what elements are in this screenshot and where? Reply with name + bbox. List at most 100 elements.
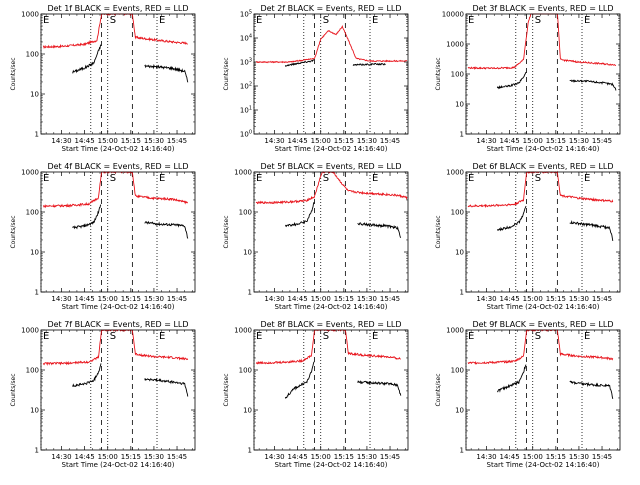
marker-label: S [323, 15, 329, 26]
events-series-line [569, 380, 614, 400]
lld-series-line [467, 13, 616, 70]
lld-series-line [255, 25, 408, 64]
x-tick-label: 14:30 [51, 453, 71, 461]
y-tick-label: 10 [30, 91, 39, 99]
x-tick-label: 15:45 [380, 453, 400, 461]
x-tick-label: 15:45 [592, 453, 612, 461]
x-tick-label: 14:30 [476, 453, 496, 461]
y-tick-label: 1 [460, 131, 464, 139]
x-tick-label: 15:45 [592, 295, 612, 303]
y-tick-label: 1000 [446, 327, 464, 335]
x-tick-label: 14:30 [264, 295, 284, 303]
x-tick-label: 15:30 [569, 137, 589, 145]
y-tick-label: 100 [451, 209, 464, 217]
events-series-line [284, 59, 315, 67]
marker-label: E [468, 331, 474, 342]
marker-label: E [43, 15, 49, 26]
y-tick-label: 1 [35, 131, 39, 139]
panel-title: Det 6f BLACK = Events, RED = LLD [472, 162, 613, 171]
y-tick-label: 1 [35, 289, 39, 297]
y-tick-label: 100 [26, 367, 39, 375]
x-tick-label: 15:15 [546, 295, 566, 303]
events-series-line [144, 377, 189, 397]
marker-label: E [584, 15, 590, 26]
events-series-line [284, 361, 315, 399]
marker-label: E [256, 15, 262, 26]
y-tick-label: 103 [240, 58, 252, 67]
panel-title: Det 1f BLACK = Events, RED = LLD [47, 4, 188, 13]
x-tick-label: 14:45 [500, 453, 520, 461]
x-tick-label: 15:00 [98, 453, 118, 461]
y-tick-label: 100 [239, 209, 252, 217]
x-tick-label: 14:30 [476, 295, 496, 303]
marker-label: E [256, 173, 262, 184]
marker-label: S [323, 173, 329, 184]
marker-label: S [535, 173, 541, 184]
y-tick-label: 100 [26, 209, 39, 217]
x-axis-label: Start Time (24-Oct-02 14:16:40) [275, 303, 388, 311]
x-tick-label: 14:45 [500, 295, 520, 303]
x-tick-label: 14:30 [264, 453, 284, 461]
x-tick-label: 14:30 [264, 137, 284, 145]
x-tick-label: 15:30 [144, 453, 164, 461]
y-axis-label: Counts/sec [435, 57, 442, 90]
panel-8: Det 8f BLACK = Events, RED = LLD E S E 1 10 10… [223, 320, 409, 469]
y-tick-label: 10 [455, 407, 464, 415]
y-axis-label: Counts/sec [435, 215, 442, 248]
x-tick-label: 14:45 [288, 453, 308, 461]
y-tick-label: 10 [243, 249, 252, 257]
x-tick-label: 15:00 [98, 137, 118, 145]
marker-label: S [110, 173, 116, 184]
panel-7: Det 7f BLACK = Events, RED = LLD E S E 1 10 10… [10, 320, 196, 469]
y-tick-label: 10000 [442, 11, 464, 19]
y-axis-label: Counts/sec [10, 215, 17, 248]
x-tick-label: 15:00 [523, 453, 543, 461]
x-tick-label: 15:30 [357, 137, 377, 145]
x-tick-label: 15:45 [380, 137, 400, 145]
panel-4: Det 4f BLACK = Events, RED = LLD E S E 1 10 10… [10, 162, 196, 311]
plot-frame [253, 171, 409, 293]
lld-series-line [255, 329, 401, 365]
plot-frame [465, 171, 621, 293]
marker-label: E [43, 173, 49, 184]
y-tick-label: 1 [460, 447, 464, 455]
y-tick-label: 1 [460, 289, 464, 297]
x-tick-label: 15:15 [334, 295, 354, 303]
x-tick-label: 14:30 [51, 137, 71, 145]
marker-label: E [584, 331, 590, 342]
lld-series-line [255, 171, 408, 205]
x-tick-label: 15:30 [357, 453, 377, 461]
marker-label: S [323, 331, 329, 342]
y-tick-label: 1000 [234, 327, 252, 335]
x-tick-label: 15:00 [98, 295, 118, 303]
plot-frame [40, 13, 196, 135]
panel-3: Det 3f BLACK = Events, RED = LLD E S E 1 10 10… [435, 4, 621, 153]
marker-label: E [159, 331, 165, 342]
events-series-line [144, 63, 189, 83]
x-tick-label: 14:45 [288, 137, 308, 145]
y-tick-label: 100 [239, 367, 252, 375]
y-tick-label: 10 [243, 407, 252, 415]
panel-title: Det 9f BLACK = Events, RED = LLD [472, 320, 613, 329]
y-axis-label: Counts/sec [223, 57, 230, 90]
y-tick-label: 10 [455, 249, 464, 257]
y-tick-label: 1 [35, 447, 39, 455]
panel-title: Det 7f BLACK = Events, RED = LLD [47, 320, 188, 329]
x-tick-label: 15:45 [167, 137, 187, 145]
marker-label: E [372, 331, 378, 342]
y-tick-label: 105 [240, 10, 252, 19]
x-tick-label: 15:45 [167, 295, 187, 303]
x-tick-label: 14:45 [288, 295, 308, 303]
plot-frame [40, 171, 196, 293]
y-tick-label: 100 [451, 367, 464, 375]
y-axis-label: Counts/sec [223, 215, 230, 248]
x-tick-label: 15:15 [334, 453, 354, 461]
panel-title: Det 8f BLACK = Events, RED = LLD [260, 320, 401, 329]
x-tick-label: 15:30 [569, 295, 589, 303]
panel-title: Det 2f BLACK = Events, RED = LLD [260, 4, 401, 13]
panel-5: Det 5f BLACK = Events, RED = LLD E S E 1 10 10… [223, 162, 409, 311]
events-series-line [569, 219, 614, 241]
x-axis-label: Start Time (24-Oct-02 14:16:40) [487, 461, 600, 469]
marker-label: E [468, 173, 474, 184]
